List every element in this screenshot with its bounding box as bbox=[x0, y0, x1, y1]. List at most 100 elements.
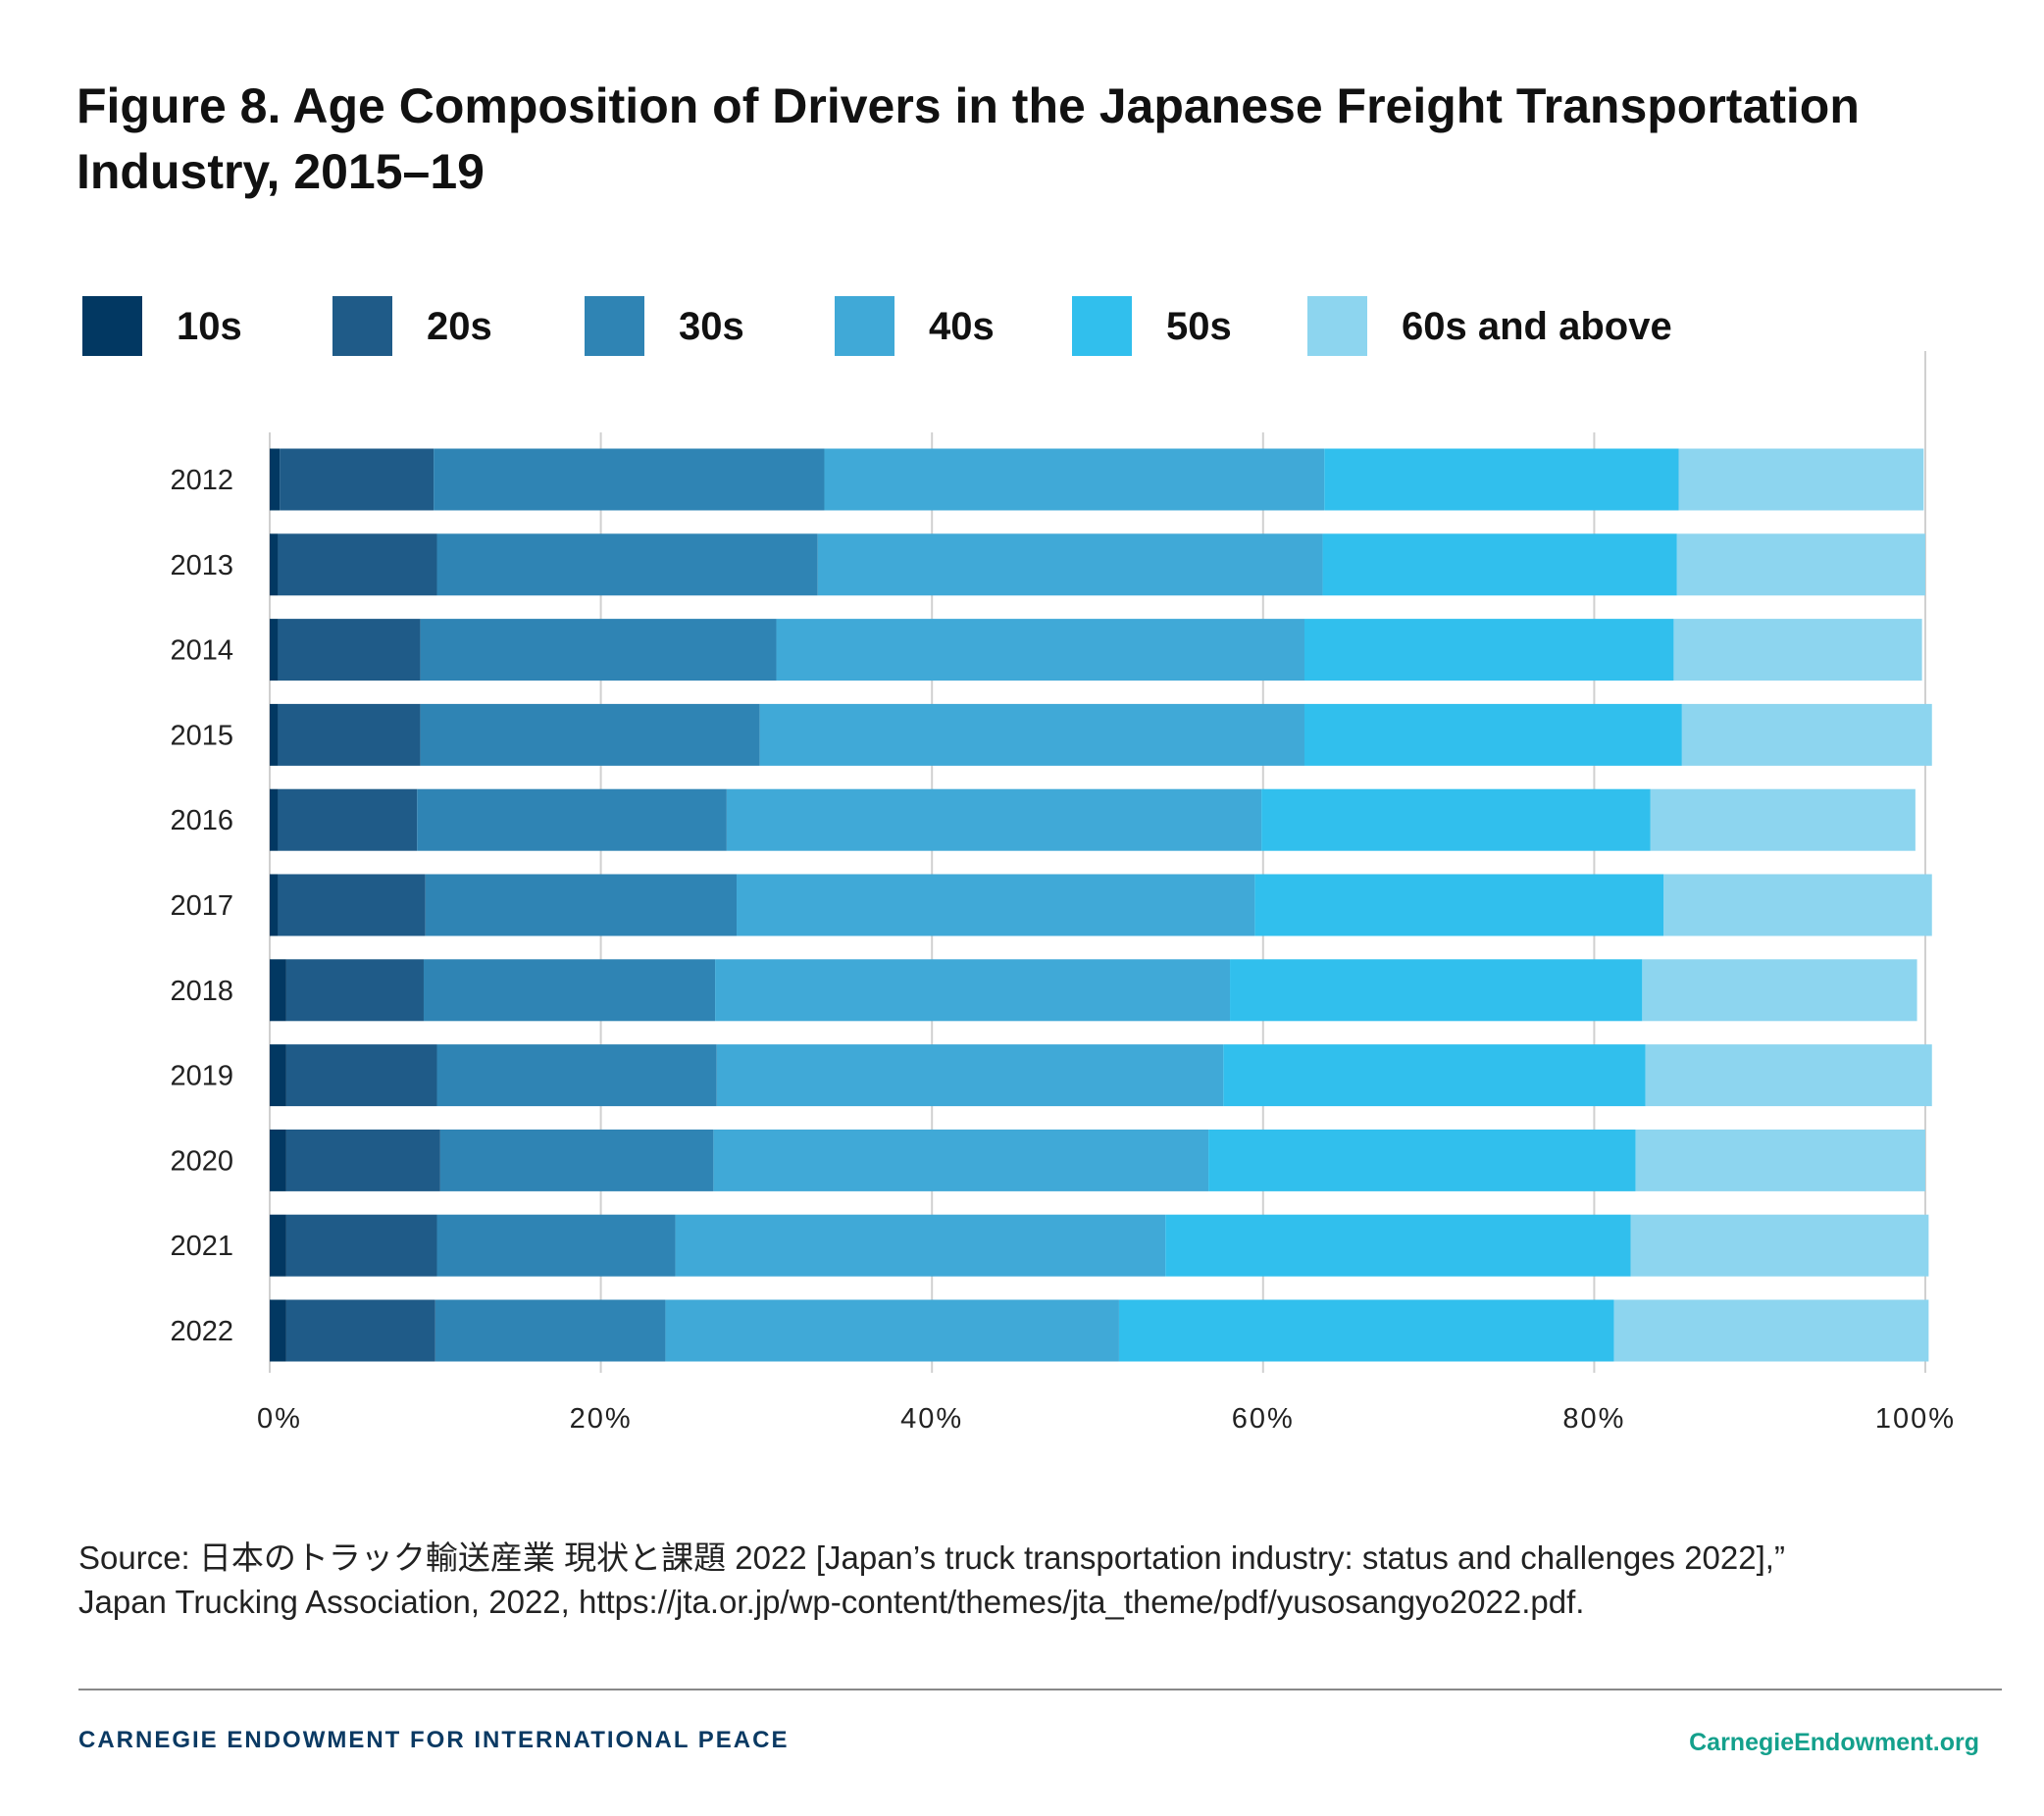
bar-segment-2012-40s bbox=[824, 448, 1325, 511]
bar-segment-2013-50s bbox=[1322, 533, 1677, 596]
bar-segment-2020-60s-and-above bbox=[1635, 1129, 1925, 1191]
bar-segment-2022-60s-and-above bbox=[1613, 1299, 1929, 1362]
legend-swatch bbox=[835, 296, 894, 356]
bar-segment-2022-30s bbox=[434, 1299, 666, 1362]
bar-segment-2021-30s bbox=[436, 1214, 676, 1277]
y-tick-label: 2012 bbox=[170, 465, 233, 496]
bar-segment-2021-20s bbox=[285, 1214, 437, 1277]
x-tick-label: 80% bbox=[1562, 1403, 1625, 1435]
bar-segment-2016-30s bbox=[417, 788, 727, 851]
y-tick-label: 2017 bbox=[170, 890, 233, 922]
chart-title-line-1: Figure 8. Age Composition of Drivers in … bbox=[77, 78, 1860, 133]
bar-segment-2012-10s bbox=[270, 448, 281, 511]
y-tick-label: 2016 bbox=[170, 805, 233, 836]
bar-segment-2013-10s bbox=[270, 533, 279, 596]
footer-url-link[interactable]: CarnegieEndowment.org bbox=[1689, 1729, 1979, 1756]
bar-segment-2017-50s bbox=[1254, 874, 1664, 936]
y-tick-label: 2018 bbox=[170, 976, 233, 1007]
legend-label: 30s bbox=[679, 305, 744, 348]
bar-segment-2019-20s bbox=[285, 1044, 437, 1107]
bar-segment-2020-40s bbox=[713, 1129, 1209, 1191]
bar-segment-2012-20s bbox=[280, 448, 434, 511]
footer-org: CARNEGIE ENDOWMENT FOR INTERNATIONAL PEA… bbox=[78, 1727, 789, 1753]
bar-segment-2015-10s bbox=[270, 703, 279, 766]
bar-segment-2012-50s bbox=[1324, 448, 1679, 511]
bar-segment-2019-40s bbox=[716, 1044, 1224, 1107]
legend-label: 40s bbox=[929, 305, 995, 348]
bar-segment-2021-40s bbox=[675, 1214, 1166, 1277]
bar-segment-2019-10s bbox=[270, 1044, 286, 1107]
y-axis-labels: 2012 2013 2014 2015 2016 2017 2018 2019 2020 2021… bbox=[170, 465, 233, 1347]
bar-segment-2018-40s bbox=[715, 959, 1231, 1022]
legend-swatch bbox=[1307, 296, 1367, 356]
legend: 10s 20s 30s 40s 50s 60s and above bbox=[82, 296, 1672, 356]
bar-segment-2013-30s bbox=[436, 533, 818, 596]
bar-segment-2018-30s bbox=[423, 959, 716, 1022]
bar-segment-2014-20s bbox=[278, 619, 421, 681]
bar-segment-2014-30s bbox=[420, 619, 777, 681]
bar-segment-2016-10s bbox=[270, 788, 279, 851]
bar-segment-2022-40s bbox=[665, 1299, 1119, 1362]
bar-segment-2016-40s bbox=[726, 788, 1262, 851]
bar-segment-2019-60s-and-above bbox=[1645, 1044, 1932, 1107]
bar-segment-2020-30s bbox=[439, 1129, 714, 1191]
legend-swatch bbox=[1072, 296, 1132, 356]
x-tick-label: 20% bbox=[570, 1403, 633, 1435]
bar-segment-2014-40s bbox=[776, 619, 1304, 681]
bar-segment-2015-50s bbox=[1304, 703, 1682, 766]
bar-segment-2017-30s bbox=[425, 874, 738, 936]
bar-segment-2016-60s-and-above bbox=[1650, 788, 1916, 851]
legend-label: 20s bbox=[427, 305, 492, 348]
bar-segment-2012-60s-and-above bbox=[1678, 448, 1924, 511]
bar-segment-2019-30s bbox=[436, 1044, 717, 1107]
y-tick-label: 2021 bbox=[170, 1231, 233, 1262]
bar-segment-2012-30s bbox=[434, 448, 825, 511]
bar-segment-2022-10s bbox=[270, 1299, 286, 1362]
bar-segment-2015-20s bbox=[278, 703, 421, 766]
bar-segment-2017-60s-and-above bbox=[1663, 874, 1932, 936]
bar-segment-2018-10s bbox=[270, 959, 286, 1022]
bar-segment-2020-10s bbox=[270, 1129, 286, 1191]
bar-segment-2019-50s bbox=[1223, 1044, 1646, 1107]
bar-segment-2021-10s bbox=[270, 1214, 286, 1277]
bar-segment-2016-20s bbox=[278, 788, 418, 851]
bar-segment-2016-50s bbox=[1261, 788, 1651, 851]
bar-segment-2017-40s bbox=[737, 874, 1255, 936]
y-tick-label: 2020 bbox=[170, 1145, 233, 1177]
legend-label: 60s and above bbox=[1402, 305, 1672, 348]
legend-label: 50s bbox=[1166, 305, 1232, 348]
y-tick-label: 2022 bbox=[170, 1316, 233, 1347]
y-tick-label: 2013 bbox=[170, 550, 233, 581]
bar-segment-2020-20s bbox=[285, 1129, 440, 1191]
x-axis-labels: 0% 20% 40% 60% 80% 100% bbox=[257, 1403, 1956, 1435]
bar-segment-2013-40s bbox=[817, 533, 1323, 596]
bar-segment-2018-50s bbox=[1230, 959, 1643, 1022]
y-tick-label: 2015 bbox=[170, 720, 233, 751]
bar-segment-2015-30s bbox=[420, 703, 760, 766]
bars bbox=[270, 448, 1932, 1362]
bar-segment-2015-60s-and-above bbox=[1681, 703, 1932, 766]
bar-segment-2014-10s bbox=[270, 619, 279, 681]
bar-segment-2014-50s bbox=[1304, 619, 1674, 681]
bar-segment-2013-60s-and-above bbox=[1676, 533, 1925, 596]
bar-segment-2022-20s bbox=[285, 1299, 435, 1362]
bar-segment-2014-60s-and-above bbox=[1673, 619, 1922, 681]
legend-swatch bbox=[82, 296, 142, 356]
x-tick-label: 40% bbox=[900, 1403, 963, 1435]
bar-segment-2018-20s bbox=[285, 959, 424, 1022]
bar-segment-2015-40s bbox=[759, 703, 1304, 766]
x-tick-label: 0% bbox=[257, 1403, 302, 1435]
legend-label: 10s bbox=[177, 305, 242, 348]
bar-segment-2013-20s bbox=[278, 533, 437, 596]
source-line-1: Source: 日本のトラック輸送産業 現状と課題 2022 [Japan’s … bbox=[78, 1539, 1785, 1576]
x-tick-label: 100% bbox=[1875, 1403, 1956, 1435]
chart-title-line-2: Industry, 2015–19 bbox=[77, 144, 485, 199]
legend-swatch bbox=[585, 296, 644, 356]
bar-segment-2020-50s bbox=[1208, 1129, 1636, 1191]
y-tick-label: 2019 bbox=[170, 1061, 233, 1092]
bar-segment-2018-60s-and-above bbox=[1642, 959, 1917, 1022]
y-tick-label: 2014 bbox=[170, 635, 233, 667]
source-line-2: Japan Trucking Association, 2022, https:… bbox=[78, 1584, 1584, 1620]
bar-segment-2021-50s bbox=[1165, 1214, 1631, 1277]
